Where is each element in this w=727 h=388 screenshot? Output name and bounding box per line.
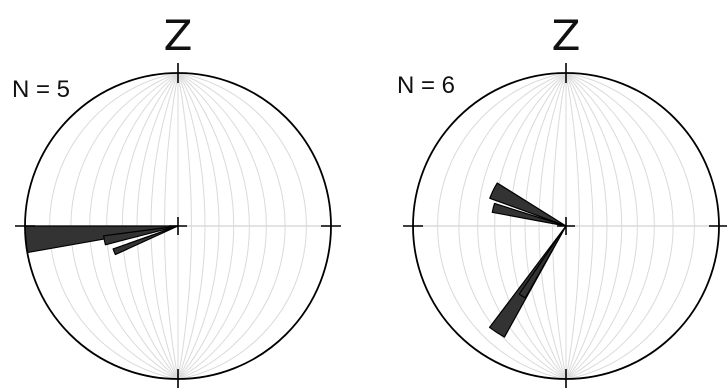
sample-count-right: N = 6 [397,72,455,99]
grid-great-circle [565,72,608,380]
grid-great-circle [177,72,307,380]
grid-great-circle [538,72,567,380]
rose-petal [491,202,567,227]
grid-great-circle [565,72,580,380]
grid-great-circle [177,72,267,380]
stereonet-frame-left [15,63,341,388]
rose-petal [112,225,179,256]
grid-great-circle [177,72,250,380]
vertical-axis-label-right: Z [552,11,581,60]
grid-great-circle [565,72,623,380]
grid-great-circle [524,72,567,380]
grid-great-circle [458,72,567,380]
grid-great-circle [565,72,655,380]
grid-great-circle [477,72,567,380]
rose-diagram-right: Z N = 6 [397,11,727,388]
stereonet-frame-right [403,63,727,388]
grid-great-circle [509,72,567,380]
grid-great-circle [177,72,286,380]
rose-petal [489,182,567,227]
grid-great-circle [565,72,695,380]
grid-great-circle [177,72,192,380]
grid-great-circle [177,72,220,380]
grid-great-circle [565,72,674,380]
grid-great-circle [494,72,567,380]
grid-great-circle [177,72,206,380]
stereonet-grid-right [413,72,719,380]
petals-right [488,182,567,338]
grid-great-circle [565,72,638,380]
stereonet-grid-left [25,72,331,380]
grid-great-circle [177,72,235,380]
grid-great-circle [565,72,594,380]
vertical-axis-label-left: Z [164,11,193,60]
sample-count-left: N = 5 [12,76,70,103]
rose-petal [103,225,179,246]
grid-great-circle [552,72,567,380]
petals-left [24,225,179,256]
rose-diagram-left: Z N = 5 [12,11,341,388]
rose-petal [518,225,567,299]
grid-great-circle [437,72,567,380]
